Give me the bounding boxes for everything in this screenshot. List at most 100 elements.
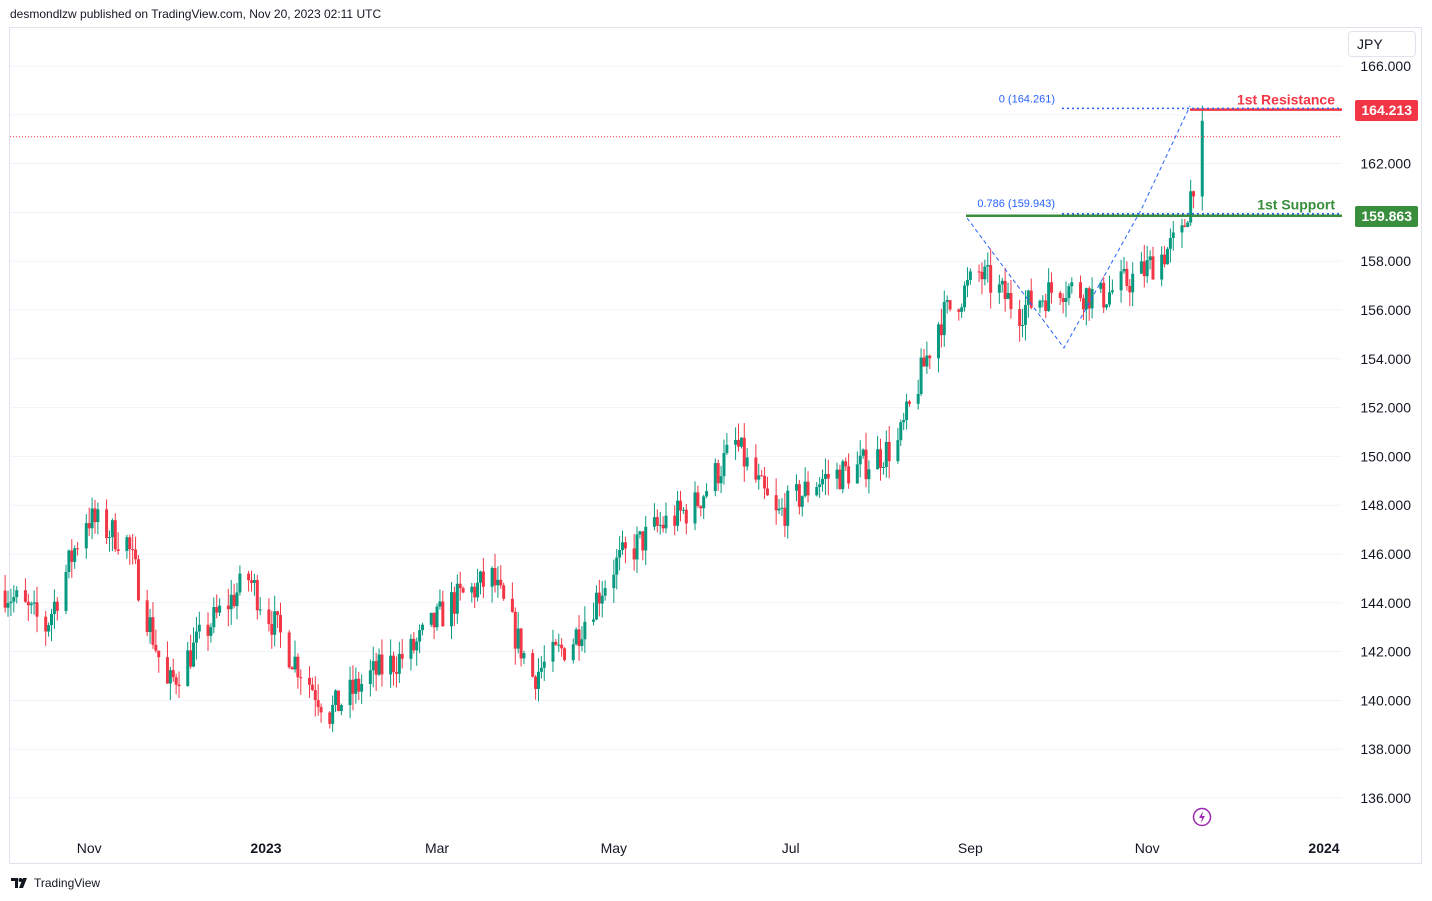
x-tick-label: Sep	[958, 840, 983, 856]
candle-body	[238, 573, 242, 593]
candle-body	[1087, 288, 1091, 309]
candle-body	[841, 461, 845, 490]
candle-body	[719, 476, 723, 484]
y-tick-label: 144.000	[1360, 595, 1411, 611]
candle-body	[316, 700, 320, 708]
candle-body	[661, 524, 665, 529]
candle-body	[968, 271, 972, 280]
candle-body	[765, 488, 769, 496]
candle-body	[632, 548, 636, 560]
candle-body	[876, 449, 880, 470]
candle-body	[600, 595, 604, 604]
candle-body	[1079, 282, 1083, 299]
candle-body	[1058, 292, 1062, 299]
candle-body	[336, 690, 340, 712]
candle-body	[1192, 191, 1196, 197]
candle-body	[290, 667, 294, 670]
candle-body	[1189, 191, 1193, 223]
candle-body	[157, 650, 161, 658]
candle-body	[105, 509, 109, 539]
currency-button[interactable]: JPY	[1348, 31, 1416, 57]
resistance-price-tag: 164.213	[1355, 99, 1418, 121]
candle-body	[348, 679, 352, 706]
candle-body	[754, 457, 758, 480]
candle-body	[481, 571, 485, 587]
y-tick-label: 156.000	[1360, 302, 1411, 318]
candle-body	[148, 617, 152, 633]
candle-body	[800, 496, 804, 507]
candle-body	[1070, 282, 1074, 287]
candle-body	[15, 590, 19, 597]
candle-body	[1084, 288, 1088, 310]
candle-body	[881, 466, 885, 468]
candle-body	[374, 661, 378, 675]
candle-body	[1038, 300, 1042, 308]
candle-body	[855, 464, 859, 484]
candle-body	[1021, 324, 1025, 326]
candle-body	[519, 628, 523, 659]
candle-body	[705, 491, 709, 497]
candle-body	[722, 452, 726, 477]
candle-body	[652, 517, 656, 527]
candle-body	[3, 590, 7, 608]
candle-body	[212, 607, 216, 628]
candle-body	[461, 588, 465, 593]
candle-body	[902, 420, 906, 423]
candle-body	[394, 672, 398, 674]
candle-body	[780, 507, 784, 509]
candle-body	[313, 689, 317, 701]
candle-body	[638, 531, 642, 535]
candle-body	[1064, 298, 1068, 303]
candle-body	[252, 580, 256, 583]
candle-body	[368, 670, 372, 685]
candle-body	[745, 457, 749, 467]
candle-body	[1105, 304, 1109, 308]
candle-body	[618, 550, 622, 558]
candle-body	[1145, 260, 1149, 277]
candle-body	[29, 603, 33, 606]
candle-body	[1183, 225, 1187, 227]
candle-body	[1119, 271, 1123, 291]
candle-body	[339, 705, 343, 712]
candle-body	[539, 667, 543, 672]
candle-body	[168, 670, 172, 684]
candle-body	[1108, 292, 1112, 305]
candle-body	[1125, 268, 1129, 287]
candle-body	[1151, 256, 1155, 280]
fib-0-label: 0 (164.261)	[999, 93, 1055, 105]
candle-body	[310, 684, 314, 690]
candle-body	[838, 469, 842, 490]
y-tick-label: 158.000	[1360, 253, 1411, 269]
candle-body	[389, 655, 393, 675]
candle-body	[861, 449, 865, 456]
candle-body	[377, 654, 381, 675]
candle-body	[131, 549, 135, 551]
candle-body	[55, 601, 59, 611]
candle-body	[713, 463, 717, 492]
candle-body	[128, 537, 132, 550]
candle-body	[478, 571, 482, 583]
candle-body	[760, 475, 764, 477]
candle-body	[171, 670, 175, 678]
candle-body	[1165, 248, 1169, 265]
candle-body	[1029, 290, 1033, 308]
tradingview-logo-icon	[11, 878, 27, 888]
candle-body	[1200, 120, 1204, 197]
candle-body	[165, 657, 169, 684]
candle-body	[441, 601, 445, 627]
candle-body	[963, 285, 967, 308]
candle-body	[87, 523, 91, 529]
candle-body	[1050, 282, 1054, 293]
candle-body	[757, 475, 761, 480]
candle-body	[612, 574, 616, 589]
chart-frame[interactable]	[9, 27, 1422, 864]
candle-body	[1139, 261, 1143, 274]
support-label: 1st Support	[1257, 197, 1335, 213]
candle-body	[429, 612, 433, 625]
candle-body	[884, 441, 888, 467]
candle-body	[496, 579, 500, 586]
publish-info: desmondlzw published on TradingView.com,…	[10, 7, 382, 21]
lightning-icon[interactable]	[1192, 807, 1212, 827]
candle-body	[276, 611, 280, 616]
